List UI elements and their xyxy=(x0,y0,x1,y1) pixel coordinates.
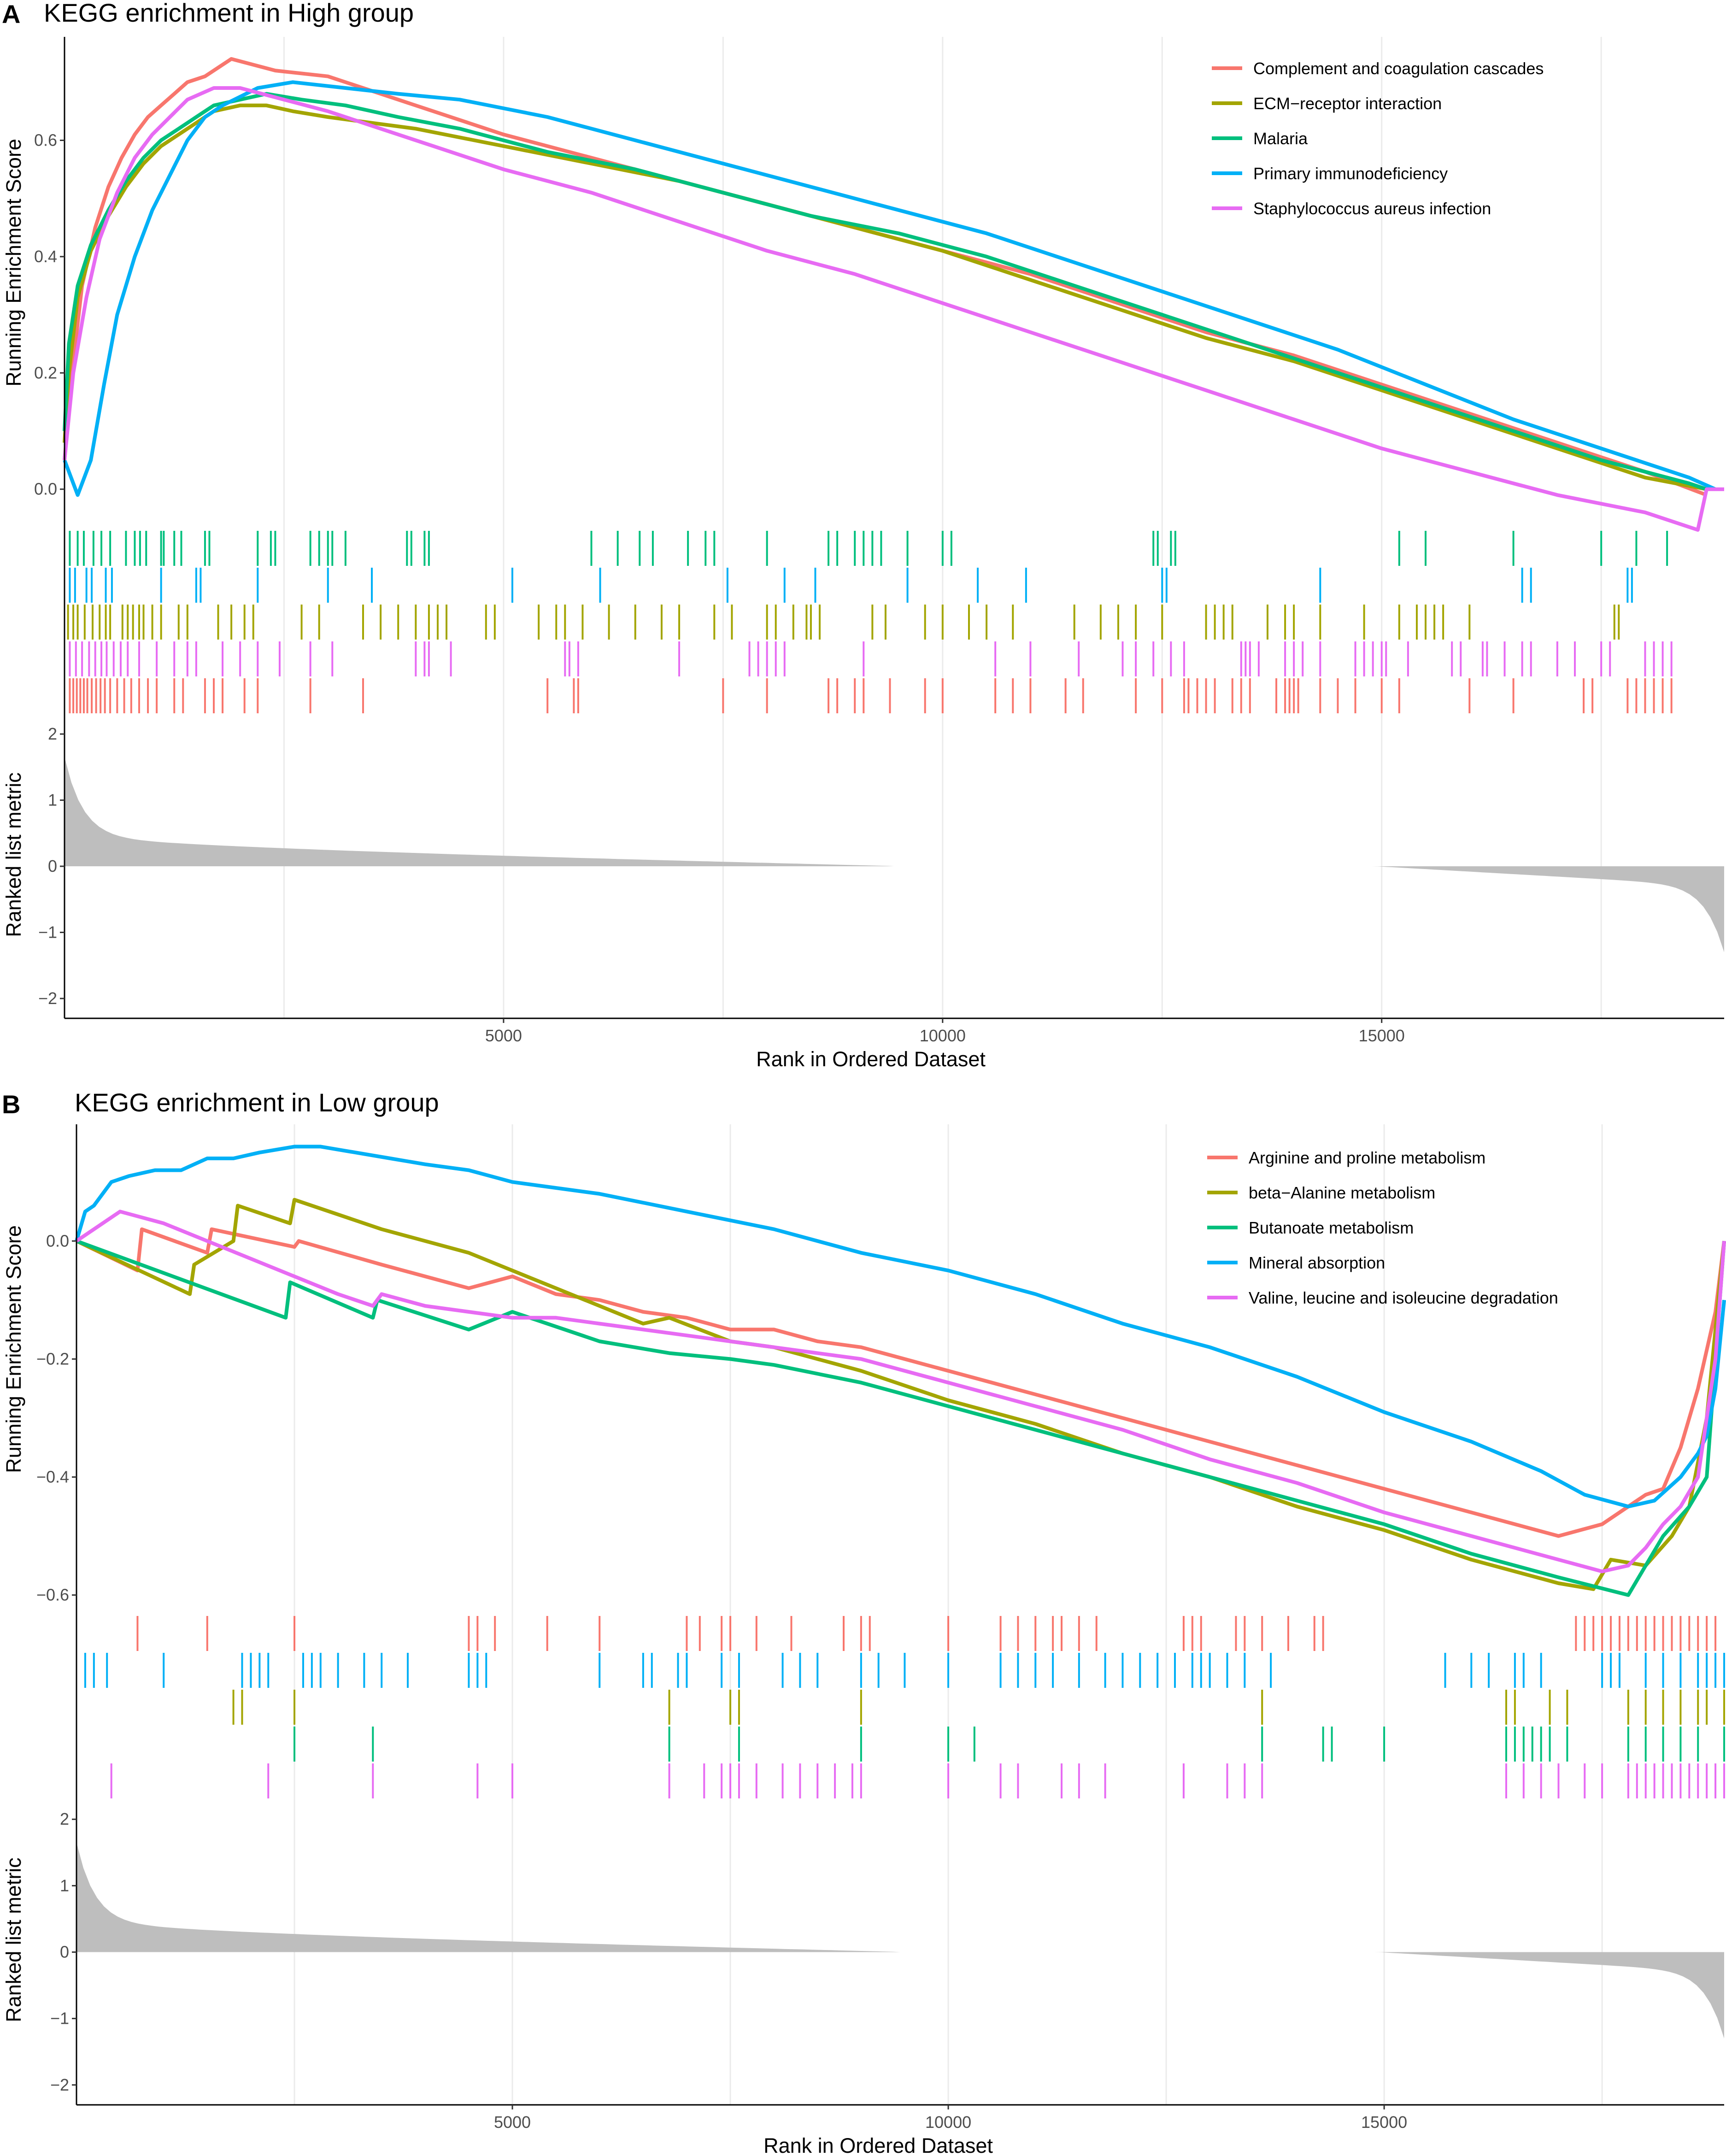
panel-a-metric-ylabel: Ranked list metric xyxy=(2,772,25,937)
legend-label: Staphylococcus aureus infection xyxy=(1253,199,1491,218)
panel-a-xlabel: Rank in Ordered Dataset xyxy=(756,1047,986,1071)
legend-label: Mineral absorption xyxy=(1249,1253,1385,1272)
series-line-2 xyxy=(63,103,1707,491)
metric-y-tick-label: 1 xyxy=(60,1876,69,1895)
legend-label: Butanoate metabolism xyxy=(1249,1218,1414,1237)
panel-a-title: KEGG enrichment in High group xyxy=(44,0,414,27)
panel-a-legend: Complement and coagulation cascades ECM−r… xyxy=(1212,59,1544,218)
x-tick-label: 10000 xyxy=(925,2113,971,2132)
metric-y-tick-label: 0 xyxy=(48,857,57,875)
panel-a: 0.0 0.2 0.4 0.6 −2 −1 0 1 2 5000 10000 15000 A KEGG… xyxy=(2,0,1724,1071)
legend-label: Primary immunodeficiency xyxy=(1253,164,1448,183)
metric-y-tick-label: 2 xyxy=(60,1809,69,1828)
es-y-tick-label: 0.2 xyxy=(34,363,57,382)
panel-letter-a: A xyxy=(2,0,20,29)
series-line-5 xyxy=(63,86,1724,532)
metric-y-tick-label: −1 xyxy=(50,2009,69,2028)
panel-b: −0.6 −0.4 −0.2 0.0 −2 −1 0 1 2 5000 10000 15000 B K… xyxy=(2,1088,1726,2156)
ranked-metric-area xyxy=(76,1842,1724,2039)
legend-label: beta−Alanine metabolism xyxy=(1249,1183,1435,1202)
panel-b-title: KEGG enrichment in Low group xyxy=(75,1088,439,1117)
panel-b-es-ylabel: Running Enrichment Score xyxy=(2,1225,25,1473)
x-tick-label: 15000 xyxy=(1359,1026,1405,1045)
series-line-3 xyxy=(63,92,1708,491)
metric-y-tick-label: −1 xyxy=(38,922,57,941)
es-y-tick-label: −0.4 xyxy=(36,1467,69,1486)
series-line-1 xyxy=(76,1227,1726,1538)
panel-letter-b: B xyxy=(2,1090,20,1119)
legend-label: ECM−receptor interaction xyxy=(1253,94,1442,113)
es-y-tick-label: 0.4 xyxy=(34,247,57,266)
panel-b-metric-ylabel: Ranked list metric xyxy=(2,1857,25,2022)
x-tick-label: 10000 xyxy=(920,1026,966,1045)
es-y-tick-label: −0.2 xyxy=(36,1349,69,1368)
series-line-2 xyxy=(76,1198,1726,1591)
legend-label: Complement and coagulation cascades xyxy=(1253,59,1544,78)
es-y-tick-label: 0.0 xyxy=(46,1231,69,1250)
metric-y-tick-label: −2 xyxy=(50,2075,69,2094)
panel-b-xlabel: Rank in Ordered Dataset xyxy=(763,2134,993,2156)
ranked-metric-area xyxy=(65,757,1724,952)
x-tick-label: 5000 xyxy=(485,1026,522,1045)
panel-b-plot: −0.6 −0.4 −0.2 0.0 −2 −1 0 1 2 5000 10000 15000 xyxy=(36,1124,1726,2132)
series-line-5 xyxy=(75,1210,1726,1574)
panel-a-plot: 0.0 0.2 0.4 0.6 −2 −1 0 1 2 5000 10000 15000 xyxy=(34,37,1724,1045)
series-line-3 xyxy=(76,1239,1726,1597)
panel-b-legend: Arginine and proline metabolism beta−Alan… xyxy=(1207,1148,1558,1307)
legend-label: Valine, leucine and isoleucine degradati… xyxy=(1249,1288,1558,1307)
legend-label: Arginine and proline metabolism xyxy=(1249,1148,1485,1167)
es-y-tick-label: 0.6 xyxy=(34,131,57,150)
metric-y-tick-label: 1 xyxy=(48,791,57,810)
panel-a-es-ylabel: Running Enrichment Score xyxy=(2,139,25,387)
es-y-tick-label: −0.6 xyxy=(36,1586,69,1604)
metric-y-tick-label: 0 xyxy=(60,1943,69,1962)
metric-y-tick-label: 2 xyxy=(48,724,57,743)
metric-y-tick-label: −2 xyxy=(38,989,57,1008)
series-line-4 xyxy=(63,80,1716,497)
es-y-tick-label: 0.0 xyxy=(34,480,57,499)
x-tick-label: 15000 xyxy=(1361,2113,1407,2132)
series-line-4 xyxy=(75,1145,1726,1509)
x-tick-label: 5000 xyxy=(494,2113,531,2132)
legend-label: Malaria xyxy=(1253,129,1308,148)
